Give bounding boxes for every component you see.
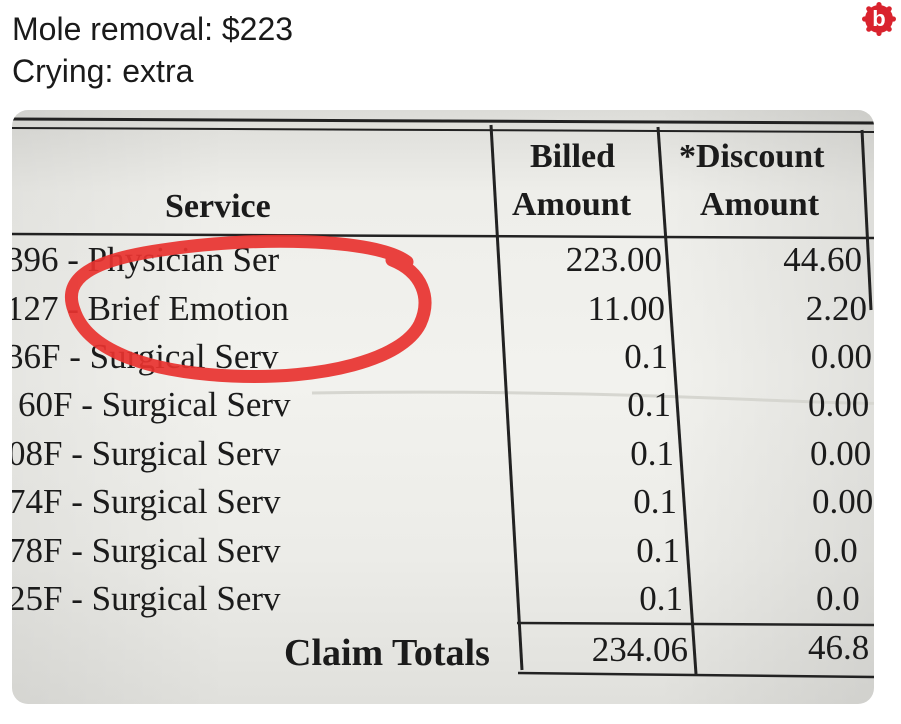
row-7-discount: 0.0 [814,533,858,568]
claim-totals-billed: 234.06 [591,630,688,669]
row-2-discount: 2.20 [805,289,867,328]
row-7-billed: 0.1 [636,531,680,570]
row-8-service: 25F - Surgical Serv [12,579,281,618]
row-6-service: 74F - Surgical Serv [12,482,281,521]
row-1-discount: 44.60 [783,240,862,279]
row-7-service: 78F - Surgical Serv [12,531,281,570]
row-2-billed: 11.00 [587,289,665,328]
row-4-discount: 0.00 [808,387,870,422]
header-discount-line1: *Discount [679,138,825,175]
post-caption: Mole removal: $223 Crying: extra [12,8,293,92]
row-5-discount: 0.00 [810,436,872,471]
row-3-discount: 0.00 [810,337,872,376]
caption-line-2: Crying: extra [12,53,194,89]
row-2-service: 127 - Brief Emotion [12,289,289,328]
header-billed-line2: Amount [512,186,632,223]
header-discount-line2: Amount [700,186,820,223]
row-5-service: 08F - Surgical Serv [12,434,281,473]
caption-line-1: Mole removal: $223 [12,11,294,47]
bill-photo: Service Billed Amount *Discount Amount 3… [12,110,874,704]
bill-table-lines [12,117,874,679]
row-1-service: 396 - Physician Ser [12,240,280,279]
row-6-billed: 0.1 [633,482,677,521]
brand-logo: b [862,2,896,36]
row-3-service: 36F - Surgical Serv [12,337,279,376]
row-6-discount: 0.00 [812,484,874,519]
row-5-billed: 0.1 [630,434,674,473]
row-8-discount: 0.0 [816,581,860,616]
row-4-service: 60F - Surgical Serv [18,385,291,424]
row-4-billed: 0.1 [627,385,671,424]
row-8-billed: 0.1 [639,579,683,618]
photo-lighting [12,110,874,704]
header-billed-line1: Billed [530,138,616,175]
brand-badge-icon [862,2,896,36]
claim-totals-discount: 46.8 [808,630,870,665]
row-3-billed: 0.1 [624,337,668,376]
row-1-billed: 223.00 [565,240,662,279]
brand-badge-letter: b [872,6,886,31]
header-service: Service [165,188,271,225]
claim-totals-label: Claim Totals [284,632,490,674]
